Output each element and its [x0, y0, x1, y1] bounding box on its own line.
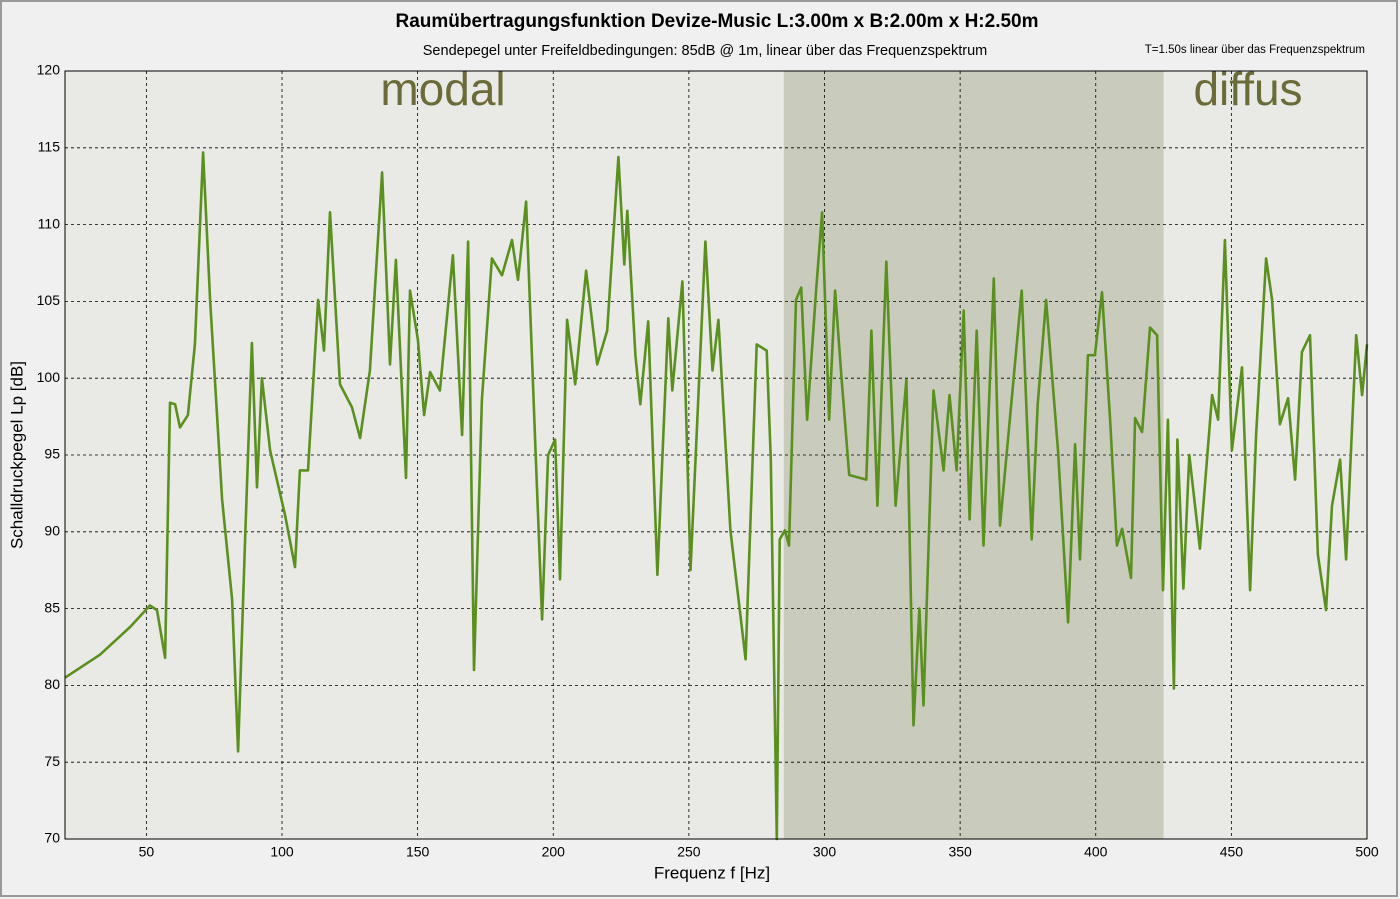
y-tick-label: 80	[44, 676, 60, 692]
x-tick-label: 50	[139, 844, 155, 860]
y-tick-label: 115	[38, 139, 61, 155]
chart-title: Raumübertragungsfunktion Devize-Music L:…	[396, 11, 1039, 32]
x-tick-label: 350	[948, 844, 972, 860]
chart-note: T=1.50s linear über das Frequenzspektrum	[1145, 44, 1365, 56]
y-tick-label: 105	[37, 292, 61, 308]
y-axis-label: Schalldruckpegel Lp [dB]	[7, 361, 26, 549]
x-tick-label: 400	[1084, 844, 1108, 860]
x-tick-label: 500	[1355, 844, 1379, 860]
y-tick-label: 120	[37, 62, 61, 78]
x-tick-label: 200	[542, 844, 566, 860]
x-tick-label: 300	[813, 844, 837, 860]
x-axis-label: Frequenz f [Hz]	[654, 863, 770, 882]
annotation: diffus	[1193, 63, 1302, 115]
y-tick-label: 90	[44, 523, 60, 539]
y-tick-label: 95	[44, 446, 60, 462]
x-tick-label: 150	[406, 844, 430, 860]
x-tick-label: 450	[1220, 844, 1244, 860]
chart-subtitle: Sendepegel unter Freifeldbedingungen: 85…	[423, 43, 987, 59]
y-tick-label: 85	[44, 599, 60, 615]
y-tick-label: 70	[44, 830, 60, 846]
annotation: modal	[380, 63, 505, 115]
y-tick-label: 100	[37, 369, 61, 385]
y-tick-label: 75	[44, 753, 60, 769]
x-tick-label: 100	[270, 844, 294, 860]
plot-border	[64, 70, 1368, 840]
y-tick-label: 110	[38, 215, 61, 231]
x-tick-label: 250	[677, 844, 701, 860]
